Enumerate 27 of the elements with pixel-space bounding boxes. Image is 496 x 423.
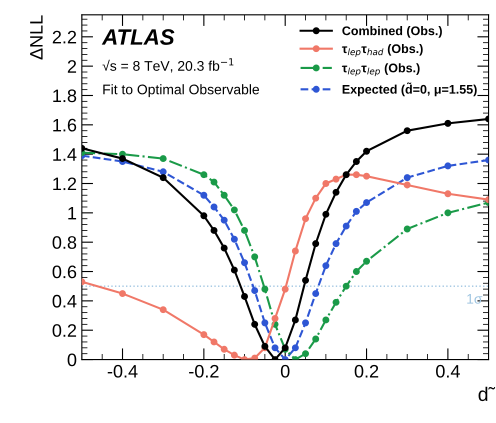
y-tick-label: 2 xyxy=(68,60,76,73)
y-tick-label: 1.6 xyxy=(53,118,76,132)
y-tick-label: 1.2 xyxy=(53,177,76,190)
x-tick-label: 0.2 xyxy=(354,364,378,378)
y-tick-label: 1 xyxy=(68,206,76,220)
x-tick-label: 0.4 xyxy=(436,364,460,378)
y-tick-label: 0.2 xyxy=(52,324,76,337)
legend-label: τ$_{lep}$τ$_{lep}$ (Obs.) xyxy=(342,63,420,76)
legend-label: Expected (d̃=0, μ=1.55) xyxy=(342,82,477,96)
legend-label: Combined (Obs.) xyxy=(342,26,442,38)
legend-label: τ$_{lep}$τ$_{had}$ (Obs.) xyxy=(342,44,423,57)
y-tick-label: 1.8 xyxy=(53,89,76,102)
x-axis-title: d̃ xyxy=(478,386,496,402)
y-axis-title: ΔNLL xyxy=(30,15,43,60)
ref-line-label: 1σ xyxy=(467,294,482,304)
x-tick-label: 0 xyxy=(280,364,290,378)
y-tick-label: 0.8 xyxy=(52,236,76,249)
y-tick-label: 0.4 xyxy=(52,294,76,308)
annotation: √s = 8 TeV, 20.3 fb$^{−1}$ xyxy=(102,58,234,72)
x-tick-label: -0.4 xyxy=(108,364,138,378)
annotation: ATLAS xyxy=(102,29,174,45)
y-tick-label: 0 xyxy=(68,353,76,366)
y-tick-label: 2.2 xyxy=(52,30,76,44)
x-tick-label: -0.2 xyxy=(189,364,219,378)
y-tick-label: 0.6 xyxy=(52,265,76,278)
annotation: Fit to Optimal Observable xyxy=(103,84,260,98)
y-tick-label: 1.4 xyxy=(53,148,76,161)
